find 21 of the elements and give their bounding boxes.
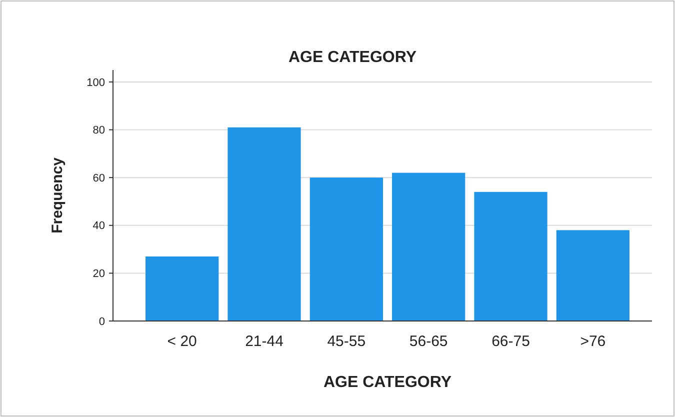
x-tick-label: 56-65 <box>409 333 448 350</box>
bar <box>392 172 466 321</box>
y-tick-label: 20 <box>92 268 105 280</box>
x-tick-label: < 20 <box>167 333 197 350</box>
bar <box>310 178 383 321</box>
y-tick-label: 0 <box>98 316 105 328</box>
bar <box>474 192 548 321</box>
x-axis-title: AGE CATEGORY <box>323 374 452 391</box>
y-tick-label: 80 <box>92 124 105 137</box>
y-tick-label: 40 <box>92 220 105 232</box>
bar <box>146 256 219 321</box>
x-tick-label: 21-44 <box>245 333 284 350</box>
y-tick-label: 100 <box>86 76 105 89</box>
bar <box>556 230 630 321</box>
y-axis-title: Frequency <box>49 156 66 234</box>
x-tick-label: >76 <box>580 333 606 350</box>
bar <box>228 127 301 321</box>
x-tick-label: 45-55 <box>327 333 366 350</box>
chart-title: AGE CATEGORY <box>288 49 417 66</box>
x-tick-label: 66-75 <box>492 333 530 350</box>
y-tick-label: 60 <box>92 172 105 184</box>
